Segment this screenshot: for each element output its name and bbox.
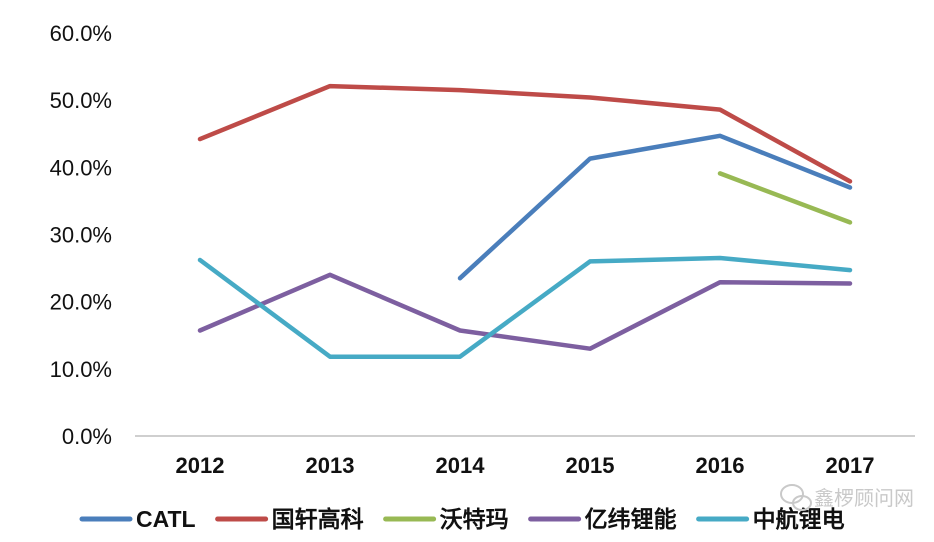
- x-tick-label: 2015: [566, 453, 615, 478]
- series-line: [197, 272, 853, 351]
- legend-label: 亿纬锂能: [585, 506, 677, 532]
- series-line: [197, 83, 853, 184]
- series-line: [197, 255, 853, 359]
- y-tick-label: 10.0%: [50, 357, 112, 382]
- legend-item: 沃特玛: [383, 506, 509, 532]
- x-axis: 2012 2013 2014 2015 2016 2017: [135, 435, 915, 478]
- legend-item: 亿纬锂能: [528, 506, 677, 532]
- series-line: [457, 133, 853, 281]
- legend-label: CATL: [136, 506, 196, 532]
- watermark: 鑫椤顾问网: [780, 484, 914, 511]
- legend-label: 国轩高科: [272, 506, 364, 532]
- legend-item: CATL: [79, 506, 196, 532]
- legend: CATL 国轩高科 沃特玛 亿纬锂能 中航锂电: [79, 506, 845, 532]
- legend-item: 国轩高科: [215, 506, 364, 532]
- watermark-text: 鑫椤顾问网: [814, 487, 914, 510]
- y-tick-label: 50.0%: [50, 88, 112, 113]
- y-tick-label: 0.0%: [62, 424, 112, 449]
- y-axis: 0.0% 10.0% 20.0% 30.0% 40.0% 50.0% 60.0%: [50, 21, 112, 449]
- y-tick-label: 20.0%: [50, 290, 112, 315]
- series-lines: [197, 83, 853, 359]
- x-tick-label: 2014: [436, 453, 486, 478]
- legend-label: 沃特玛: [440, 506, 509, 532]
- y-tick-label: 60.0%: [50, 21, 112, 46]
- y-tick-label: 30.0%: [50, 223, 112, 248]
- y-tick-label: 40.0%: [50, 155, 112, 180]
- x-tick-label: 2016: [696, 453, 745, 478]
- series-line: [717, 171, 853, 225]
- wechat-icon: [780, 484, 812, 511]
- x-tick-label: 2017: [826, 453, 875, 478]
- x-tick-label: 2012: [176, 453, 225, 478]
- x-tick-label: 2013: [306, 453, 355, 478]
